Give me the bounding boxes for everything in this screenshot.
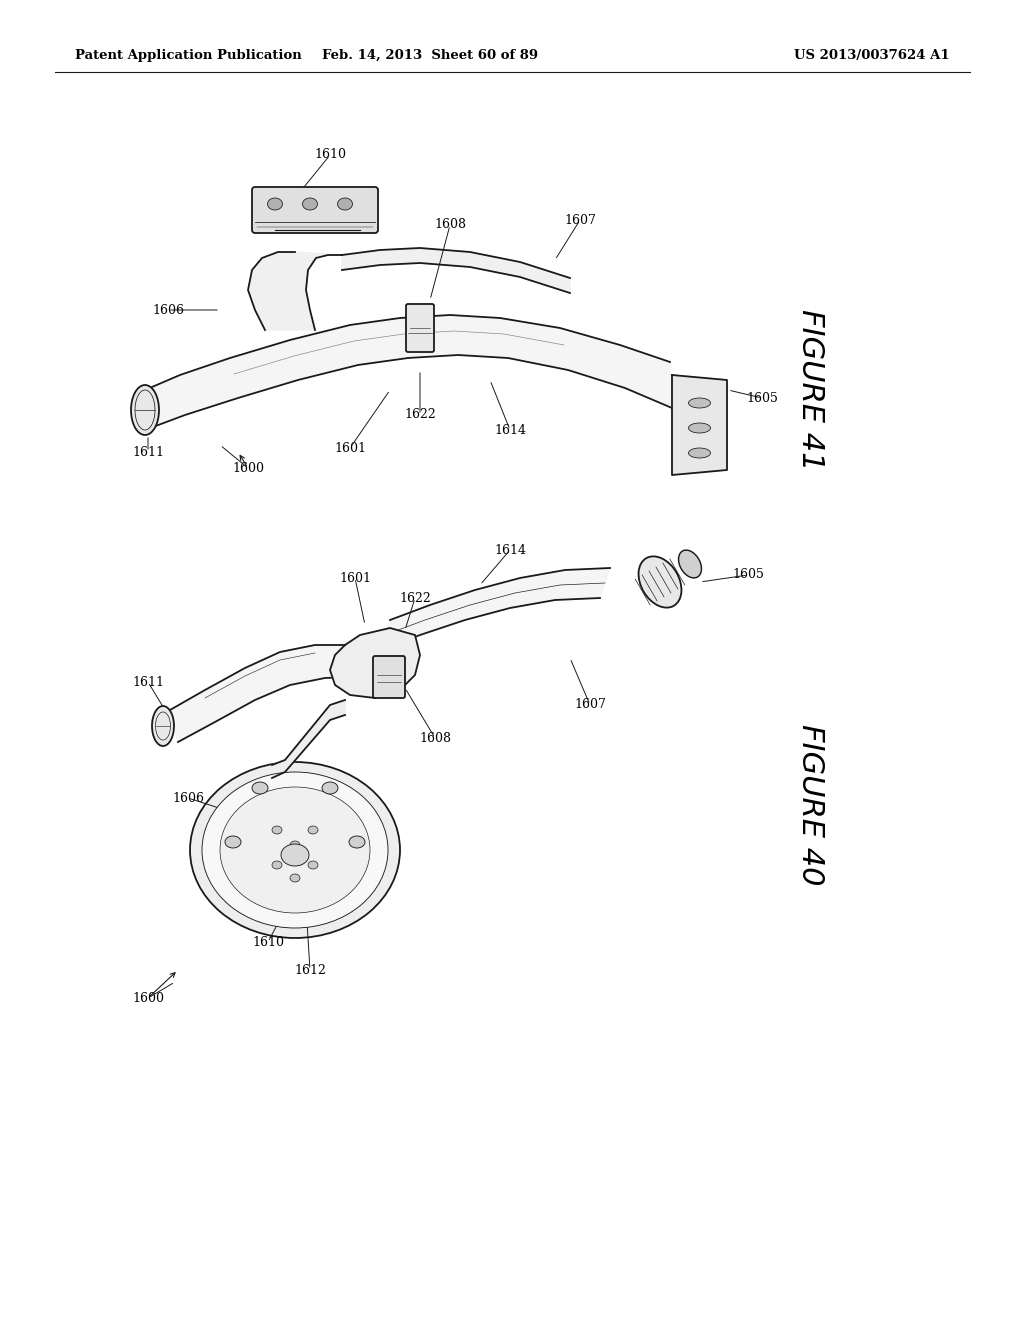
Ellipse shape <box>131 385 159 436</box>
FancyBboxPatch shape <box>252 187 378 234</box>
Text: 1622: 1622 <box>399 591 431 605</box>
Polygon shape <box>330 628 420 698</box>
Text: 1614: 1614 <box>494 544 526 557</box>
Text: 1606: 1606 <box>152 304 184 317</box>
Polygon shape <box>380 568 610 649</box>
Ellipse shape <box>152 706 174 746</box>
Text: 1622: 1622 <box>404 408 436 421</box>
Polygon shape <box>672 375 727 475</box>
Polygon shape <box>170 645 354 742</box>
Ellipse shape <box>679 550 701 578</box>
Ellipse shape <box>202 772 388 928</box>
Ellipse shape <box>688 422 711 433</box>
Text: 1601: 1601 <box>339 572 371 585</box>
Text: 1607: 1607 <box>574 698 606 711</box>
Text: FIGURE 40: FIGURE 40 <box>796 725 824 886</box>
Ellipse shape <box>322 781 338 795</box>
Text: 1607: 1607 <box>564 214 596 227</box>
Text: 1605: 1605 <box>732 569 764 582</box>
Ellipse shape <box>290 874 300 882</box>
Ellipse shape <box>220 787 370 913</box>
Text: 1614: 1614 <box>494 424 526 437</box>
Ellipse shape <box>308 861 318 869</box>
Text: 1608: 1608 <box>434 219 466 231</box>
Text: 1606: 1606 <box>172 792 204 804</box>
Polygon shape <box>342 248 570 293</box>
Text: Feb. 14, 2013  Sheet 60 of 89: Feb. 14, 2013 Sheet 60 of 89 <box>322 49 538 62</box>
Ellipse shape <box>290 841 300 849</box>
Ellipse shape <box>639 556 681 607</box>
Text: 1610: 1610 <box>252 936 284 949</box>
Ellipse shape <box>272 861 282 869</box>
Ellipse shape <box>349 836 365 847</box>
Text: Patent Application Publication: Patent Application Publication <box>75 49 302 62</box>
Ellipse shape <box>190 762 400 939</box>
Text: 1605: 1605 <box>746 392 778 404</box>
Ellipse shape <box>688 399 711 408</box>
Ellipse shape <box>281 843 309 866</box>
FancyBboxPatch shape <box>406 304 434 352</box>
Text: FIGURE 41: FIGURE 41 <box>796 309 824 471</box>
Text: 1611: 1611 <box>132 676 164 689</box>
Ellipse shape <box>302 198 317 210</box>
Ellipse shape <box>225 836 241 847</box>
Polygon shape <box>272 700 345 777</box>
Ellipse shape <box>272 826 282 834</box>
Ellipse shape <box>688 447 711 458</box>
Text: 1608: 1608 <box>419 731 451 744</box>
Ellipse shape <box>252 781 268 795</box>
Ellipse shape <box>267 198 283 210</box>
Text: 1610: 1610 <box>314 149 346 161</box>
Text: 1612: 1612 <box>294 964 326 977</box>
Text: 1600: 1600 <box>132 991 164 1005</box>
Ellipse shape <box>308 826 318 834</box>
Text: 1611: 1611 <box>132 446 164 458</box>
Text: US 2013/0037624 A1: US 2013/0037624 A1 <box>795 49 950 62</box>
Polygon shape <box>145 315 672 430</box>
Polygon shape <box>248 252 342 330</box>
Text: 1600: 1600 <box>232 462 264 474</box>
Text: 1601: 1601 <box>334 441 366 454</box>
Ellipse shape <box>338 198 352 210</box>
FancyBboxPatch shape <box>373 656 406 698</box>
